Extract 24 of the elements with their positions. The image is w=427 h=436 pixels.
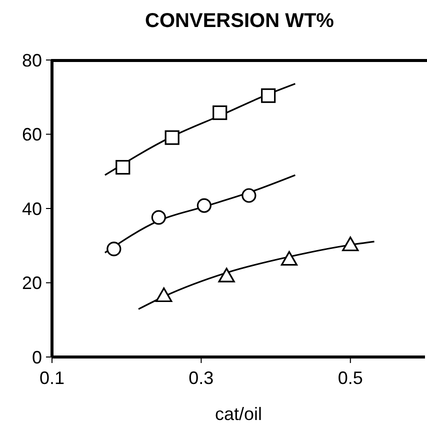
point [151, 210, 166, 225]
point [212, 105, 228, 120]
point [164, 130, 180, 145]
x-tick-label: 0.1 [39, 368, 65, 388]
point [106, 242, 122, 256]
x-axis-title: cat/oil [214, 404, 262, 424]
line-series [104, 82, 296, 176]
point [342, 236, 359, 252]
point [156, 287, 172, 302]
x-tick-label: 0.5 [338, 368, 363, 388]
y-tick-label: 60 [22, 124, 42, 145]
y-tick-label: 0 [32, 347, 42, 368]
point [261, 88, 276, 103]
chart-title: CONVERSION WT% [144, 10, 335, 33]
point [242, 188, 256, 203]
point [196, 198, 212, 213]
y-tick-label: 40 [22, 198, 42, 219]
y-tick-label: 80 [22, 50, 42, 70]
x-tick-label: 0.3 [188, 368, 214, 388]
point [280, 251, 298, 266]
y-tick-label: 20 [22, 273, 42, 294]
line-series [104, 174, 296, 254]
point [116, 160, 130, 175]
point [218, 268, 235, 282]
